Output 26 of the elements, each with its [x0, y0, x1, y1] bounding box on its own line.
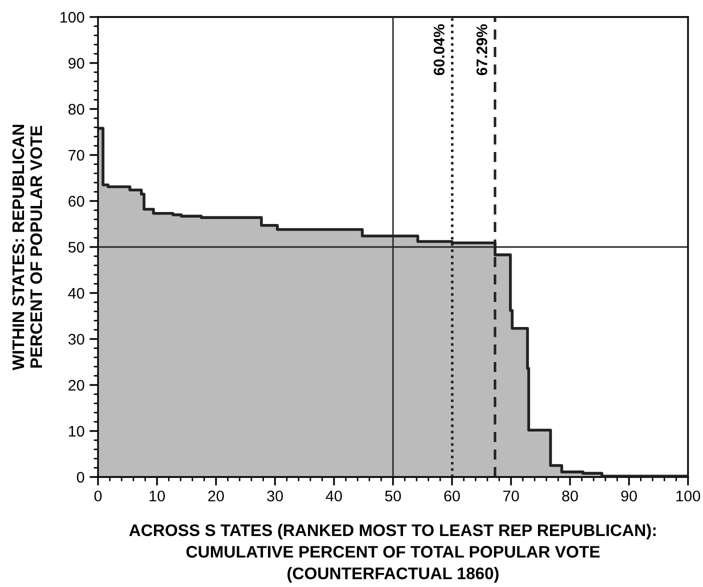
y-tick-label: 90 — [68, 58, 84, 69]
x-tick-label: 50 — [385, 490, 401, 502]
x-tick-label: 0 — [94, 490, 102, 502]
x-tick-label: 80 — [562, 490, 578, 502]
ref-line-label: 60.04% — [434, 24, 444, 76]
y-tick-label: 60 — [68, 196, 84, 207]
x-tick-label: 90 — [621, 490, 637, 502]
x-tick-label: 100 — [676, 490, 700, 502]
y-tick-label: 50 — [68, 242, 84, 253]
y-tick-label: 70 — [68, 150, 84, 161]
y-tick-label: 0 — [76, 472, 84, 483]
y-tick-label: 100 — [60, 12, 84, 23]
x-axis-title: ACROSS S TATES (RANKED MOST TO LEAST REP REPUBLICAN): CUMULATIVE PERCENT OF TOTAL POPULAR VOTE (COUNTERFACTUAL 1860) — [129, 524, 656, 583]
x-tick-label: 30 — [267, 490, 283, 502]
x-tick-label: 60 — [444, 490, 460, 502]
y-axis-title: WITHIN STATES: REPUBLICAN PERCENT OF POPULAR VOTE — [12, 124, 42, 370]
x-tick-label: 70 — [503, 490, 519, 502]
y-tick-label: 30 — [68, 334, 84, 345]
y-tick-label: 10 — [68, 426, 84, 437]
x-tick-label: 20 — [208, 490, 224, 502]
y-tick-label: 80 — [68, 104, 84, 115]
ref-line-label: 67.29% — [476, 24, 488, 76]
x-tick-label: 10 — [150, 490, 165, 502]
y-tick-label: 40 — [68, 288, 84, 299]
x-tick-label: 40 — [326, 490, 342, 502]
y-tick-label: 20 — [68, 380, 84, 391]
